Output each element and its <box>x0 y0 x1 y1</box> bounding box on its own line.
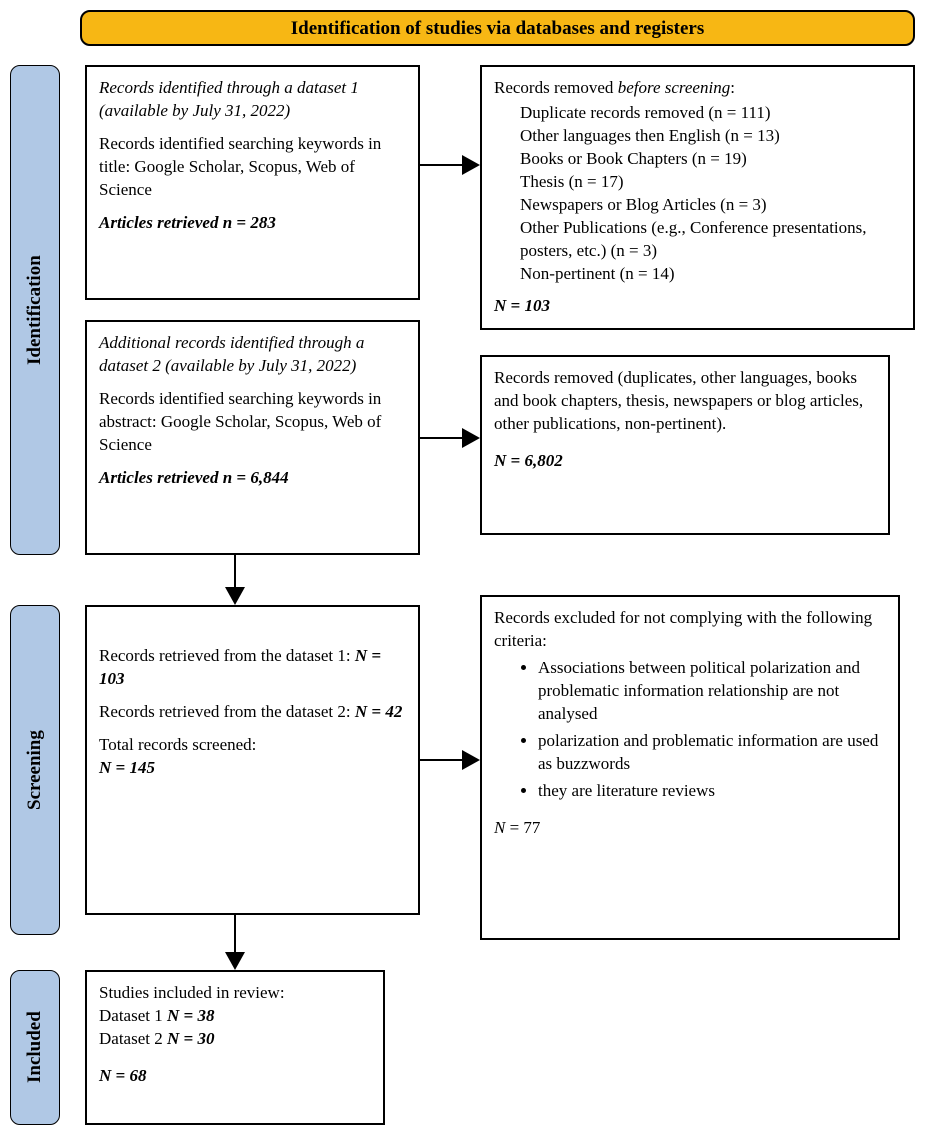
box-removed-before-screening: Records removed before screening: Duplic… <box>480 65 915 330</box>
excluded-bullet: they are literature reviews <box>538 780 886 803</box>
stage-label-text: Identification <box>24 255 46 365</box>
stage-screening: Screening <box>10 605 60 935</box>
header-text: Identification of studies via databases … <box>291 18 704 39</box>
text: Articles retrieved n = 6,844 <box>99 467 406 490</box>
flowchart-canvas: Identification of studies via databases … <box>10 10 925 1130</box>
stage-identification: Identification <box>10 65 60 555</box>
box-dataset1: Records identified through a dataset 1 (… <box>85 65 420 300</box>
stage-label-text: Screening <box>24 730 46 810</box>
box-removed-dataset2: Records removed (duplicates, other langu… <box>480 355 890 535</box>
text: Records removed before screening: <box>494 77 901 100</box>
box-dataset2: Additional records identified through a … <box>85 320 420 555</box>
removed-line: Other Publications (e.g., Conference pre… <box>520 217 901 263</box>
text: N = 6,802 <box>494 450 876 473</box>
excluded-bullet: polarization and problematic information… <box>538 730 886 776</box>
text: Records retrieved from the dataset 2: N … <box>99 701 406 724</box>
text: Additional records identified through a … <box>99 332 406 378</box>
text: Articles retrieved n = 283 <box>99 212 406 235</box>
removed-line: Other languages then English (n = 13) <box>520 125 901 148</box>
text: Total records screened:N = 145 <box>99 734 406 780</box>
header-bar: Identification of studies via databases … <box>80 10 915 46</box>
text: Records identified searching keywords in… <box>99 388 406 457</box>
stage-included: Included <box>10 970 60 1125</box>
text: Records identified searching keywords in… <box>99 133 406 202</box>
text: Records identified through a dataset 1 (… <box>99 77 406 123</box>
text: N = 103 <box>494 295 901 318</box>
excluded-bullet: Associations between political polarizat… <box>538 657 886 726</box>
box-included: Studies included in review:Dataset 1 N =… <box>85 970 385 1125</box>
text: N = 68 <box>99 1065 371 1088</box>
box-excluded: Records excluded for not complying with … <box>480 595 900 940</box>
removed-line: Duplicate records removed (n = 111) <box>520 102 901 125</box>
excluded-bullets: Associations between political polarizat… <box>494 657 886 803</box>
removed-line: Thesis (n = 17) <box>520 171 901 194</box>
text: N = 77 <box>494 817 886 840</box>
removed-line: Non-pertinent (n = 14) <box>520 263 901 286</box>
text: Records removed (duplicates, other langu… <box>494 367 876 436</box>
removed-line: Newspapers or Blog Articles (n = 3) <box>520 194 901 217</box>
box-screened: Records retrieved from the dataset 1: N … <box>85 605 420 915</box>
text: Records retrieved from the dataset 1: N … <box>99 645 406 691</box>
stage-label-text: Included <box>24 1012 46 1084</box>
removed-lines: Duplicate records removed (n = 111)Other… <box>494 102 901 286</box>
removed-line: Books or Book Chapters (n = 19) <box>520 148 901 171</box>
text: Studies included in review:Dataset 1 N =… <box>99 982 371 1051</box>
text: Records excluded for not complying with … <box>494 607 886 653</box>
